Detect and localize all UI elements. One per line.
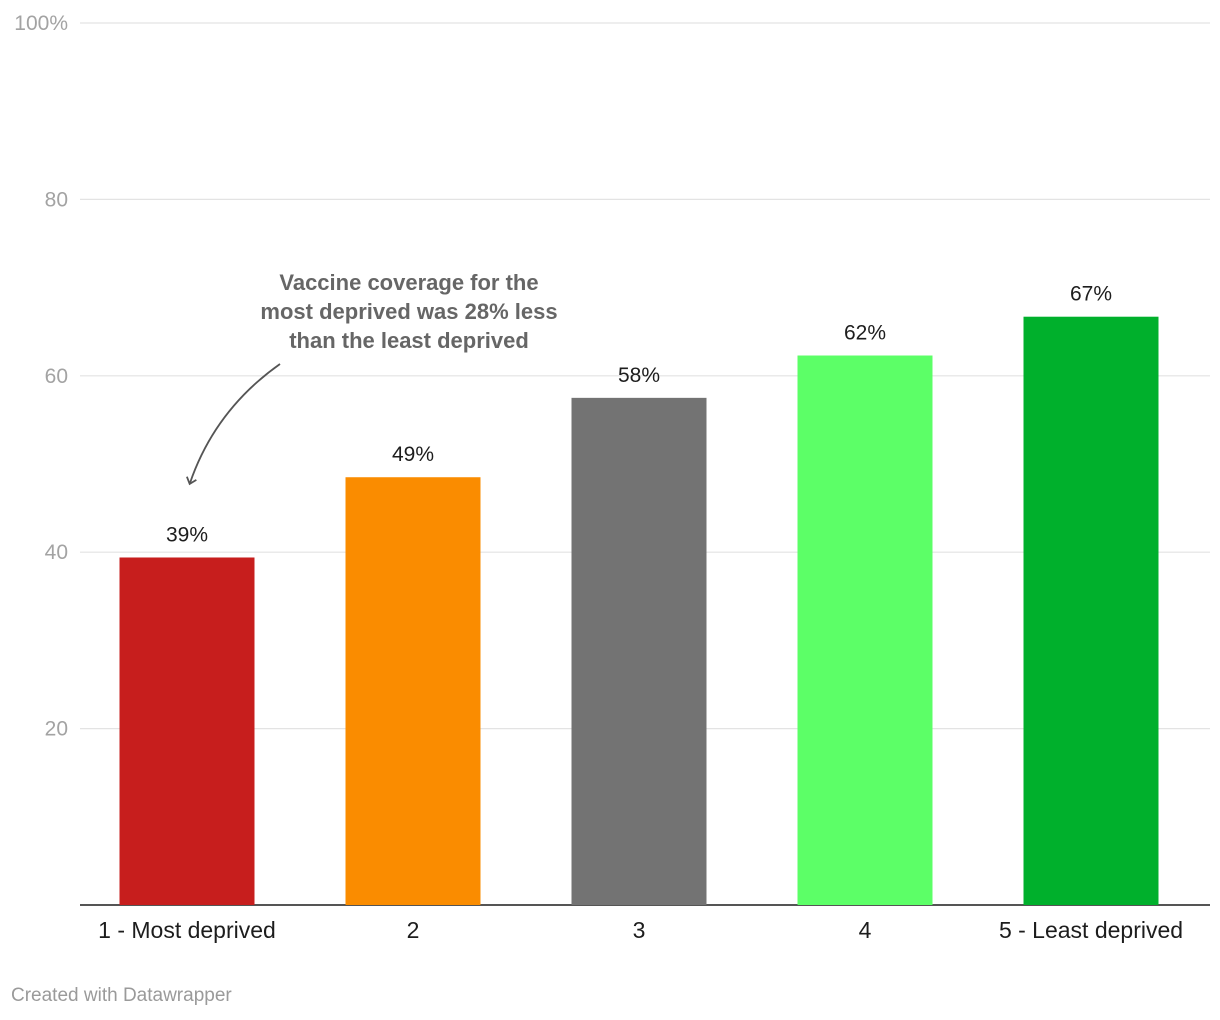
annotation-arrow — [186, 363, 281, 486]
x-category-label: 2 — [407, 917, 420, 943]
bar-value-label: 67% — [1070, 283, 1112, 306]
y-tick-label: 40 — [45, 541, 68, 564]
annotation: Vaccine coverage for the most deprived wa… — [186, 270, 558, 486]
labels: 20 40 60 80 100% 39% 1 - Most deprived 49% 2 58% 3… — [14, 12, 1183, 943]
bar-2 — [345, 477, 481, 905]
x-category-label: 1 - Most deprived — [98, 917, 276, 943]
credit-text: Created with Datawrapper — [11, 985, 232, 1006]
x-category-label: 3 — [633, 917, 646, 943]
y-tick-label: 100% — [14, 12, 68, 35]
bar-value-label: 58% — [618, 364, 660, 387]
bar-5 — [1023, 316, 1159, 905]
bars — [119, 316, 1159, 905]
y-tick-label: 20 — [45, 718, 68, 741]
bar-value-label: 62% — [844, 322, 886, 345]
y-tick-label: 80 — [45, 188, 68, 211]
x-category-label: 5 - Least deprived — [999, 917, 1183, 943]
y-tick-label: 60 — [45, 365, 68, 388]
bar-1 — [119, 557, 255, 905]
bar-4 — [797, 355, 933, 905]
annotation-line: Vaccine coverage for the — [279, 270, 538, 295]
annotation-line: most deprived was 28% less — [260, 299, 557, 324]
bar-value-label: 39% — [166, 523, 208, 546]
x-category-label: 4 — [859, 917, 872, 943]
bar-chart: 20 40 60 80 100% 39% 1 - Most deprived 49% 2 58% 3… — [14, 12, 1210, 943]
bar-value-label: 49% — [392, 443, 434, 466]
annotation-line: than the least deprived — [289, 328, 529, 353]
bar-3 — [571, 397, 707, 905]
